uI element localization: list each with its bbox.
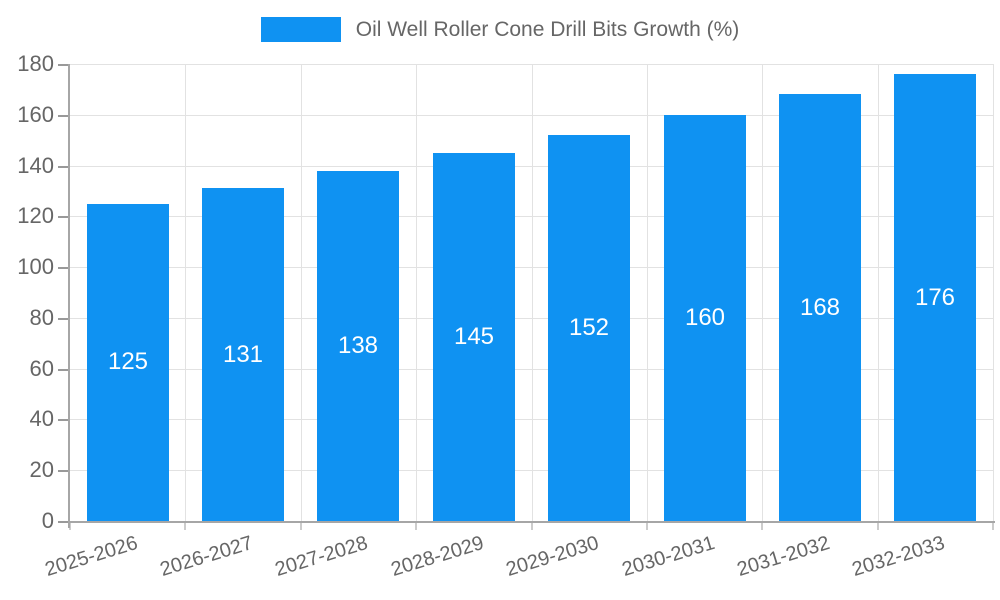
x-axis-label: 2029-2030 [503, 531, 602, 581]
y-gridline [70, 267, 993, 268]
x-axis-label: 2031-2032 [734, 531, 833, 581]
y-gridline [70, 470, 993, 471]
y-axis-label: 140 [17, 153, 54, 178]
y-axis-tick [58, 318, 70, 320]
y-axis-tick [58, 521, 70, 523]
x-axis-label: 2028-2029 [388, 531, 487, 581]
bar-value-label: 176 [914, 284, 956, 311]
x-axis-label: 2025-2026 [42, 531, 141, 581]
x-gridline [301, 64, 302, 521]
legend-label: Oil Well Roller Cone Drill Bits Growth (… [355, 17, 740, 41]
y-gridline [70, 419, 993, 420]
y-axis-label: 80 [29, 305, 54, 330]
x-axis-label: 2026-2027 [157, 531, 256, 581]
legend-swatch-icon [260, 17, 341, 42]
bar-value-label: 131 [222, 341, 264, 368]
bar[interactable] [894, 74, 976, 521]
x-axis-label: 2032-2033 [849, 531, 948, 581]
bar-value-label: 160 [684, 304, 726, 331]
y-gridline [70, 64, 993, 65]
bar[interactable] [548, 135, 630, 521]
y-gridline [70, 166, 993, 167]
x-axis-tick [69, 523, 71, 530]
x-axis-tick [415, 523, 417, 530]
bar[interactable] [433, 153, 515, 521]
x-gridline [532, 64, 533, 521]
bar[interactable] [87, 204, 169, 521]
bar-value-label: 152 [568, 314, 610, 341]
y-axis-tick [58, 267, 70, 269]
y-axis-label: 40 [29, 406, 54, 431]
y-axis-tick [58, 216, 70, 218]
bar-value-label: 168 [799, 294, 841, 321]
x-axis-tick [531, 523, 533, 530]
y-axis-label: 100 [17, 254, 54, 279]
x-gridline [993, 64, 994, 521]
x-axis-tick [300, 523, 302, 530]
y-axis-label: 160 [17, 102, 54, 127]
bar[interactable] [202, 188, 284, 521]
y-axis-label: 180 [17, 51, 54, 76]
x-axis-label: 2027-2028 [272, 531, 371, 581]
bar[interactable] [779, 94, 861, 521]
x-axis-line [68, 521, 995, 523]
x-gridline [647, 64, 648, 521]
x-gridline [185, 64, 186, 521]
y-axis-label: 60 [29, 356, 54, 381]
x-axis-tick [646, 523, 648, 530]
x-axis-tick [184, 523, 186, 530]
y-axis-tick [58, 64, 70, 66]
bar-value-label: 145 [453, 323, 495, 350]
x-axis-tick [992, 523, 994, 530]
y-gridline [70, 318, 993, 319]
y-axis-label: 0 [41, 508, 54, 533]
y-axis-tick [58, 419, 70, 421]
y-axis-line [68, 64, 70, 528]
x-gridline [762, 64, 763, 521]
y-axis-label: 20 [29, 457, 54, 482]
x-axis-label: 2030-2031 [619, 531, 718, 581]
y-axis-tick [58, 115, 70, 117]
bar-value-label: 125 [107, 348, 149, 375]
x-gridline [416, 64, 417, 521]
y-axis-tick [58, 166, 70, 168]
y-gridline [70, 369, 993, 370]
x-axis-tick [761, 523, 763, 530]
bar[interactable] [664, 115, 746, 521]
y-gridline [70, 216, 993, 217]
y-axis-label: 120 [17, 203, 54, 228]
legend[interactable]: Oil Well Roller Cone Drill Bits Growth (… [0, 17, 1000, 42]
x-axis-tick [877, 523, 879, 530]
y-axis-tick [58, 369, 70, 371]
y-gridline [70, 115, 993, 116]
x-gridline [878, 64, 879, 521]
y-axis-tick [58, 470, 70, 472]
bar-value-label: 138 [337, 332, 379, 359]
bar[interactable] [317, 171, 399, 521]
